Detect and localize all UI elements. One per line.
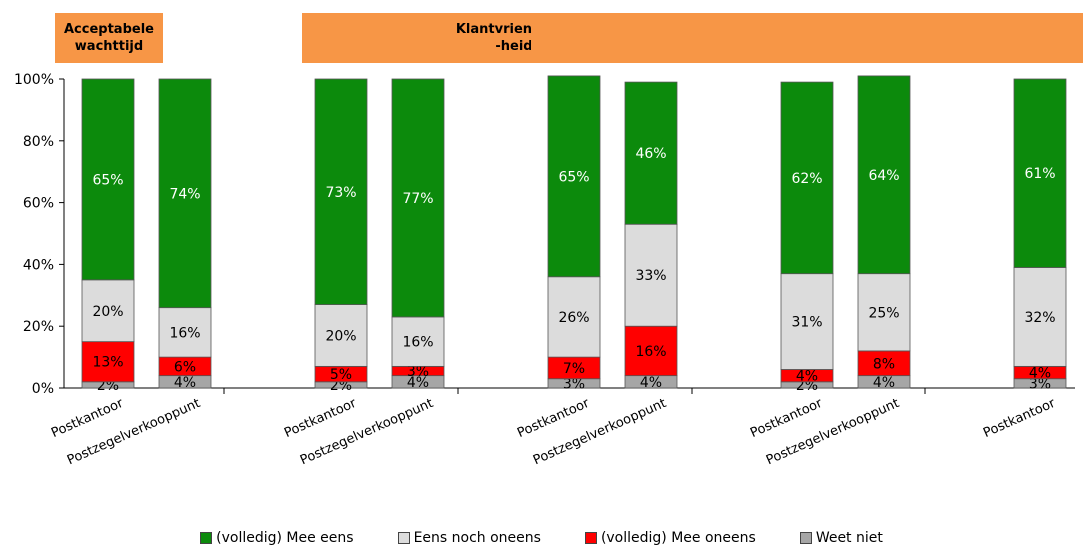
x-category-label: Postkantoor (981, 396, 1058, 441)
bar-value-label: 4% (873, 375, 895, 391)
bar-segment-agree (314, 78, 368, 305)
bar-value-label: 4% (640, 375, 662, 391)
legend-item-agree: (volledig) Mee eens (200, 528, 354, 548)
bar-value-label: 5% (330, 367, 352, 383)
y-tick-label: 0% (32, 381, 54, 397)
bar-value-label: 61% (1024, 166, 1055, 182)
bar-segment-neutral (81, 279, 135, 343)
bar-value-label: 4% (407, 375, 429, 391)
bar-segment-agree (547, 75, 601, 278)
x-category-label: Postzegelverkooppunt (531, 396, 669, 468)
y-tick-label: 40% (23, 257, 54, 273)
y-tick-label: 60% (23, 196, 54, 212)
legend-swatch-disagree (584, 532, 597, 544)
bar-value-label: 20% (92, 304, 123, 320)
legend-label-agree: (volledig) Mee eens (216, 530, 354, 546)
bar-value-label: 4% (174, 375, 196, 391)
bar-value-label: 77% (402, 191, 433, 207)
bar-value-label: 74% (169, 186, 200, 202)
bar-segment-disagree (857, 350, 911, 377)
bar-value-label: 26% (558, 310, 589, 326)
y-tick-label: 20% (23, 319, 54, 335)
legend-swatch-agree (200, 532, 213, 544)
bar-segment-neutral (391, 316, 445, 367)
bar-segment-agree (624, 81, 678, 225)
group-header-box (55, 13, 163, 63)
stacked-bar-chart: 0%20%40%60%80%100%AcceptabelewachttijdKl… (14, 13, 1083, 468)
bar-value-label: 62% (791, 171, 822, 187)
bar-value-label: 33% (635, 268, 666, 284)
legend-label-neutral: Eens noch oneens (413, 530, 541, 546)
bar-segment-neutral (857, 273, 911, 352)
bar-segment-neutral (1013, 267, 1067, 367)
x-category-label: Postzegelverkooppunt (65, 396, 203, 468)
bar-value-label: 4% (1029, 366, 1051, 382)
bar-value-label: 65% (92, 172, 123, 188)
bar-value-label: 16% (635, 344, 666, 360)
group-header-title: -heid (495, 39, 532, 54)
bar-value-label: 31% (791, 315, 822, 331)
bar-value-label: 16% (402, 335, 433, 351)
bar-value-label: 3% (563, 376, 585, 392)
legend-swatch-neutral (397, 532, 410, 544)
bar-value-label: 32% (1024, 310, 1055, 326)
group-header-title: Acceptabele (64, 22, 154, 37)
bar-segment-agree (391, 78, 445, 318)
bar-value-label: 8% (873, 356, 895, 372)
bar-value-label: 65% (558, 169, 589, 185)
bar-value-label: 20% (325, 328, 356, 344)
bar-segment-neutral (780, 273, 834, 370)
bar-value-label: 73% (325, 185, 356, 201)
legend-label-dontknow: Weet niet (815, 530, 883, 546)
y-tick-label: 80% (23, 134, 54, 150)
bar-segment-agree (1013, 78, 1067, 268)
bar-segment-neutral (624, 223, 678, 327)
chart-legend: (volledig) Mee eens Eens noch oneens (vo… (0, 528, 1083, 548)
group-header-box (955, 13, 1083, 63)
x-category-label: Postzegelverkooppunt (298, 396, 436, 468)
legend-item-disagree: (volledig) Mee oneens (584, 528, 756, 548)
bar-value-label: 25% (868, 305, 899, 321)
y-tick-label: 100% (14, 72, 54, 88)
bar-value-label: 3% (407, 364, 429, 380)
bar-segment-agree (81, 78, 135, 281)
bar-value-label: 3% (1029, 376, 1051, 392)
bar-value-label: 7% (563, 361, 585, 377)
bar-segment-agree (158, 78, 212, 309)
bar-value-label: 6% (174, 359, 196, 375)
bar-value-label: 46% (635, 146, 666, 162)
bar-value-label: 13% (92, 355, 123, 371)
bar-segment-neutral (547, 276, 601, 358)
bar-segment-disagree (81, 341, 135, 383)
bar-segment-agree (857, 75, 911, 275)
group-header-title: wachttijd (75, 39, 143, 54)
bar-value-label: 4% (796, 369, 818, 385)
legend-swatch-dontknow (799, 532, 812, 544)
bar-segment-agree (780, 81, 834, 275)
bar-value-label: 16% (169, 325, 200, 341)
bar-value-label: 64% (868, 168, 899, 184)
legend-label-disagree: (volledig) Mee oneens (600, 530, 756, 546)
x-category-label: Postzegelverkooppunt (764, 396, 902, 468)
legend-item-neutral: Eens noch oneens (397, 528, 541, 548)
bar-segment-neutral (158, 307, 212, 358)
legend-item-dontknow: Weet niet (799, 528, 883, 548)
